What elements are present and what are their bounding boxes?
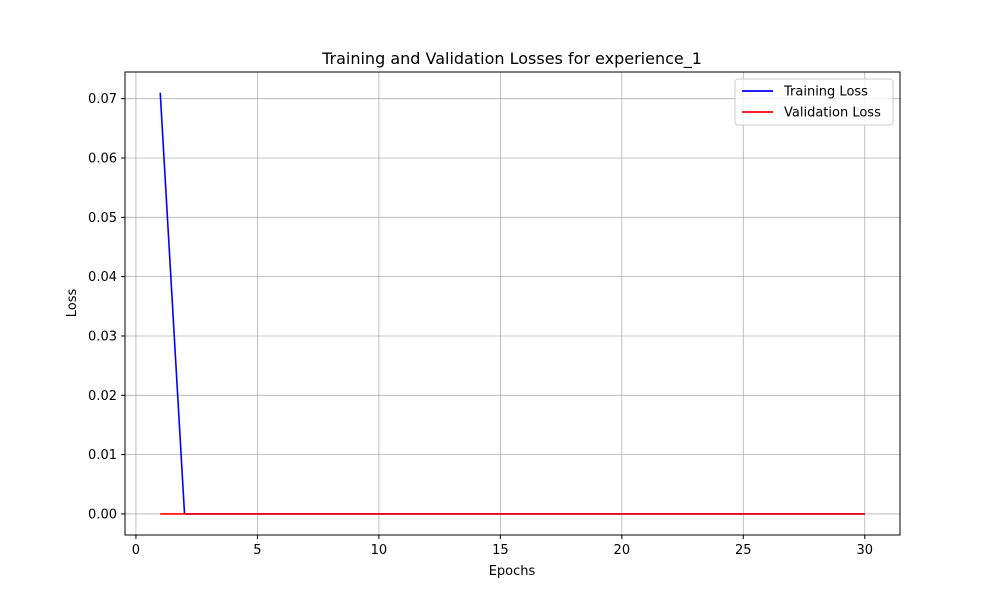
plot-frame <box>124 71 901 536</box>
y-tick-label: 0.05 <box>88 211 117 226</box>
x-axis-ticks: 0 5 10 15 20 25 30 <box>132 535 873 558</box>
x-tick-label: 25 <box>735 543 752 558</box>
y-tick-label: 0.01 <box>88 448 117 463</box>
y-tick-label: 0.00 <box>88 507 117 522</box>
legend: Training Loss Validation Loss <box>734 78 894 126</box>
x-tick-label: 5 <box>253 543 261 558</box>
x-tick-label: 0 <box>132 543 140 558</box>
legend-label: Training Loss <box>783 85 868 100</box>
series-group <box>159 92 865 515</box>
y-tick-label: 0.03 <box>88 329 117 344</box>
chart-title: Training and Validation Losses for exper… <box>321 49 702 69</box>
x-tick-label: 20 <box>614 543 631 558</box>
x-tick-label: 15 <box>492 543 509 558</box>
x-tick-label: 30 <box>856 543 873 558</box>
x-tick-label: 10 <box>371 543 388 558</box>
x-axis-label: Epochs <box>489 564 536 579</box>
y-axis-ticks: 0.00 0.01 0.02 0.03 0.04 0.05 0.06 0.07 <box>88 92 125 522</box>
legend-box <box>734 78 894 126</box>
y-tick-label: 0.06 <box>88 152 117 167</box>
y-tick-label: 0.04 <box>88 270 117 285</box>
y-tick-label: 0.07 <box>88 92 117 107</box>
legend-label: Validation Loss <box>784 106 881 121</box>
y-axis-label: Loss <box>65 289 80 318</box>
plot-area <box>125 72 900 535</box>
y-tick-label: 0.02 <box>88 389 117 404</box>
